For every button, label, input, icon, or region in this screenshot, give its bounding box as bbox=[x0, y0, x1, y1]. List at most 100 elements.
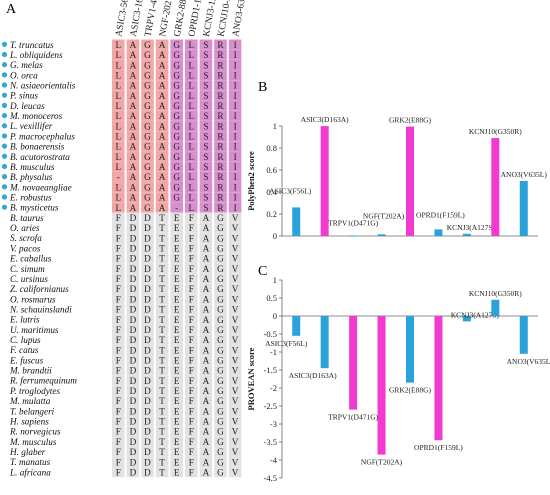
residue-cell bbox=[170, 456, 183, 467]
residue-cell bbox=[141, 49, 154, 60]
y-tick-label: 0.5 bbox=[266, 293, 277, 303]
residue-cell bbox=[214, 334, 227, 345]
residue-letter: V bbox=[232, 294, 239, 304]
residue-cell bbox=[141, 212, 154, 223]
residue-letter: V bbox=[232, 325, 239, 335]
residue-letter: R bbox=[217, 40, 224, 50]
residue-letter: F bbox=[116, 335, 121, 345]
residue-cell bbox=[155, 100, 169, 111]
residue-letter: R bbox=[217, 203, 224, 213]
residue-cell bbox=[126, 263, 140, 274]
residue-cell bbox=[185, 365, 198, 376]
residue-cell bbox=[155, 446, 169, 457]
residue-letter: G bbox=[144, 142, 151, 152]
residue-cell bbox=[228, 405, 242, 417]
residue-cell bbox=[185, 100, 198, 111]
species-name: O. rosmarus bbox=[10, 294, 56, 304]
residue-letter: D bbox=[144, 315, 151, 325]
residue-cell bbox=[228, 446, 242, 457]
residue-letter: A bbox=[203, 386, 210, 396]
residue-cell bbox=[185, 334, 198, 345]
residue-cell bbox=[214, 161, 227, 172]
residue-cell bbox=[228, 80, 242, 91]
residue-letter: L bbox=[188, 81, 194, 91]
residue-cell bbox=[126, 334, 140, 345]
species-name: B. mysticetus bbox=[10, 203, 59, 213]
residue-cell bbox=[112, 141, 125, 152]
bar-label: NGF(T202A) bbox=[363, 211, 405, 220]
residue-cell bbox=[141, 395, 154, 406]
residue-letter: G bbox=[173, 162, 180, 172]
residue-letter: D bbox=[144, 457, 151, 467]
residue-letter: T bbox=[159, 366, 165, 376]
residue-cell bbox=[126, 365, 140, 376]
residue-cell bbox=[185, 110, 198, 121]
residue-cell bbox=[228, 243, 242, 254]
residue-letter: G bbox=[217, 427, 224, 437]
residue-cell bbox=[199, 49, 213, 60]
residue-letter: G bbox=[217, 213, 224, 223]
residue-cell bbox=[155, 436, 169, 447]
residue-cell bbox=[170, 59, 183, 70]
residue-letter: G bbox=[173, 91, 180, 101]
residue-cell bbox=[199, 283, 213, 294]
residue-letter: D bbox=[144, 244, 151, 254]
residue-letter: A bbox=[130, 132, 137, 142]
residue-cell bbox=[141, 294, 154, 305]
residue-cell bbox=[141, 324, 154, 335]
residue-cell bbox=[170, 385, 183, 396]
residue-cell bbox=[112, 49, 125, 60]
species-name: P. sinus bbox=[9, 91, 38, 101]
residue-cell bbox=[214, 294, 227, 305]
residue-cell bbox=[126, 456, 140, 467]
residue-letter: V bbox=[232, 315, 239, 325]
residue-letter: T bbox=[159, 345, 165, 355]
residue-cell bbox=[185, 212, 198, 223]
species-name: M. mulatta bbox=[9, 396, 51, 406]
residue-letter: V bbox=[232, 386, 239, 396]
residue-cell bbox=[214, 141, 227, 152]
y-tick-label: 0 bbox=[273, 231, 277, 241]
residue-cell bbox=[155, 59, 169, 70]
residue-cell bbox=[199, 232, 213, 244]
residue-letter: G bbox=[173, 60, 180, 70]
residue-cell bbox=[228, 151, 242, 162]
residue-cell bbox=[170, 436, 183, 447]
residue-letter: S bbox=[203, 81, 208, 91]
residue-cell bbox=[185, 202, 198, 213]
residue-cell bbox=[185, 232, 198, 244]
residue-letter: V bbox=[232, 417, 239, 427]
residue-letter: G bbox=[144, 60, 151, 70]
residue-cell bbox=[228, 192, 242, 203]
species-name: L. africana bbox=[9, 467, 51, 477]
residue-letter: E bbox=[174, 447, 180, 457]
residue-letter: V bbox=[232, 233, 239, 243]
bar-label: GRK2(E88G) bbox=[389, 386, 432, 395]
species-marker-dot bbox=[1, 72, 8, 78]
residue-letter: F bbox=[189, 305, 194, 315]
residue-cell bbox=[214, 49, 227, 60]
residue-cell bbox=[185, 263, 198, 274]
residue-letter: L bbox=[188, 111, 194, 121]
residue-cell bbox=[155, 80, 169, 91]
species-name: F. catus bbox=[9, 345, 39, 355]
residue-cell bbox=[185, 324, 198, 335]
residue-cell bbox=[170, 324, 183, 335]
residue-letter: G bbox=[217, 305, 224, 315]
species-name: E. lutris bbox=[9, 315, 40, 325]
residue-cell bbox=[112, 253, 125, 264]
residue-letter: D bbox=[130, 233, 137, 243]
residue-cell bbox=[170, 39, 183, 50]
residue-letter: F bbox=[189, 233, 194, 243]
residue-cell bbox=[126, 100, 140, 111]
residue-cell bbox=[199, 182, 213, 193]
residue-cell bbox=[112, 212, 125, 223]
residue-letter: L bbox=[188, 152, 194, 162]
residue-letter: D bbox=[144, 325, 151, 335]
residue-letter: D bbox=[130, 406, 137, 416]
residue-letter: V bbox=[232, 366, 239, 376]
residue-cell bbox=[141, 304, 154, 315]
residue-letter: G bbox=[173, 101, 180, 111]
residue-letter: S bbox=[203, 50, 208, 60]
species-name: T. manatus bbox=[10, 457, 51, 467]
